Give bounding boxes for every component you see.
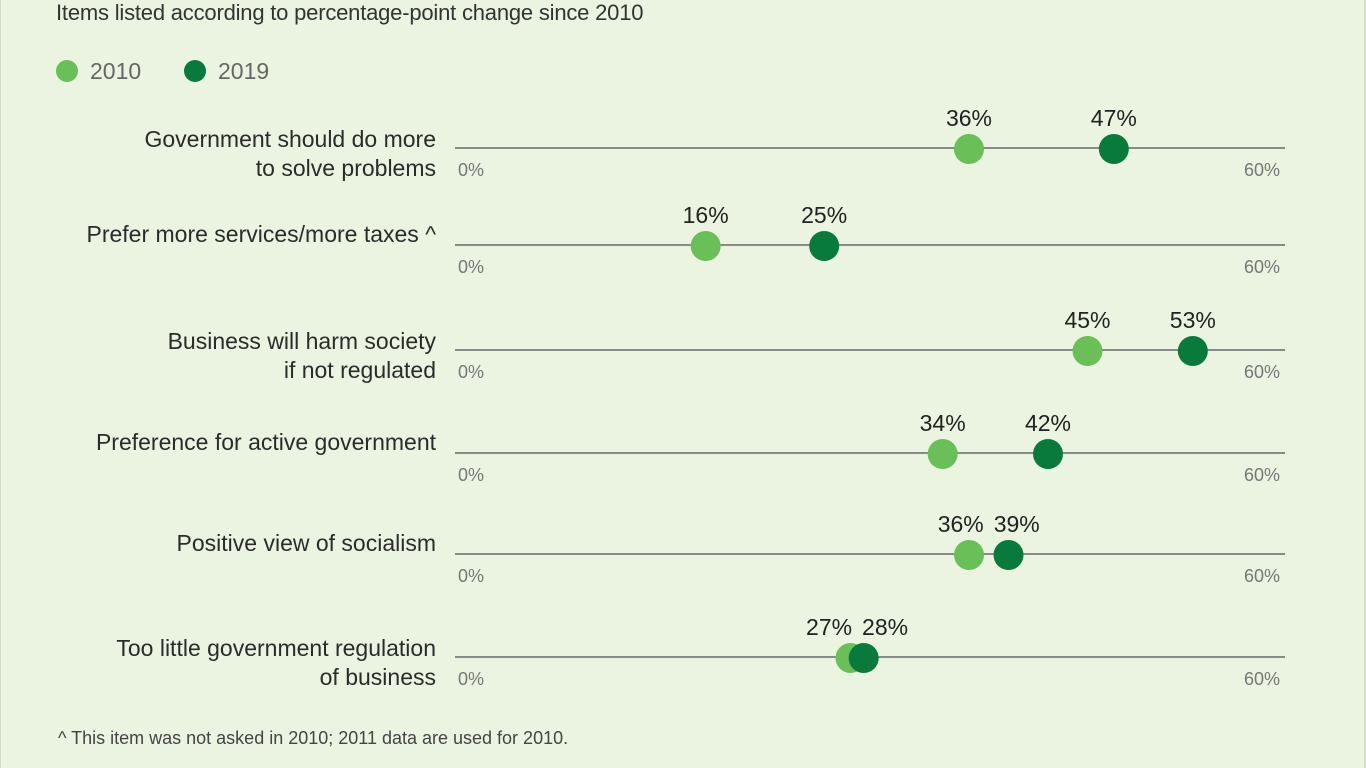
dot-2019 (1033, 439, 1063, 469)
category-label: Prefer more services/more taxes ^ (86, 221, 436, 247)
value-label-2010: 45% (1064, 307, 1110, 333)
frame-left-border (0, 0, 1, 768)
dot-2019 (848, 643, 879, 673)
value-label-2010: 27% (806, 614, 852, 640)
value-label-2019: 42% (1025, 410, 1071, 436)
value-label-2010: 36% (946, 105, 992, 131)
category-label: Government should do more (145, 126, 437, 152)
footnote: ^ This item was not asked in 2010; 2011 … (58, 728, 569, 748)
value-label-2019: 47% (1091, 105, 1137, 131)
legend-label-2019: 2019 (218, 58, 270, 84)
dot-2010 (954, 134, 984, 164)
dot-2019 (1177, 336, 1208, 366)
dot-2010 (954, 540, 984, 570)
category-label: Too little government regulation (116, 635, 436, 661)
value-label-2010: 16% (683, 202, 729, 228)
dot-2010 (1072, 336, 1103, 366)
tick-label-min: 0% (458, 160, 484, 180)
category-label: if not regulated (284, 357, 436, 383)
tick-label-max: 60% (1244, 465, 1280, 485)
category-label: Positive view of socialism (177, 530, 436, 556)
legend-swatch-2019 (184, 60, 206, 82)
value-label-2019: 25% (801, 202, 847, 228)
category-label: Business will harm society (168, 328, 437, 354)
tick-label-max: 60% (1244, 257, 1280, 277)
tick-label-min: 0% (458, 465, 484, 485)
dot-2010 (927, 439, 958, 469)
dot-2010 (690, 231, 721, 261)
legend-swatch-2010 (56, 60, 78, 82)
chart-subtitle: Items listed according to percentage-poi… (56, 0, 644, 25)
category-label: of business (320, 664, 436, 690)
category-label: Preference for active government (96, 429, 437, 455)
dot-2019 (1098, 134, 1129, 164)
value-label-2019: 39% (994, 511, 1040, 537)
tick-label-min: 0% (458, 669, 484, 689)
tick-label-min: 0% (458, 257, 484, 277)
tick-label-max: 60% (1244, 160, 1280, 180)
tick-label-max: 60% (1244, 362, 1280, 382)
category-label: to solve problems (256, 155, 436, 181)
tick-label-max: 60% (1244, 669, 1280, 689)
value-label-2019: 53% (1170, 307, 1216, 333)
value-label-2010: 34% (920, 410, 966, 436)
dot-2019 (993, 540, 1024, 570)
dot-2019 (809, 231, 840, 261)
tick-label-min: 0% (458, 566, 484, 586)
tick-label-max: 60% (1244, 566, 1280, 586)
value-label-2010: 36% (938, 511, 984, 537)
frame-right-border (1364, 0, 1366, 768)
legend-label-2010: 2010 (90, 58, 142, 84)
tick-label-min: 0% (458, 362, 484, 382)
value-label-2019: 28% (862, 614, 908, 640)
